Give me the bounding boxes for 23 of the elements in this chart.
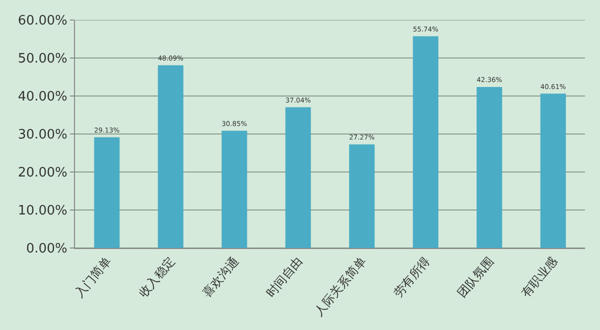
- y-tick-label: 0.00%: [26, 242, 68, 257]
- y-tick-label: 10.00%: [18, 204, 68, 219]
- bar: [412, 36, 438, 248]
- bar: [285, 107, 311, 248]
- bar: [349, 144, 375, 248]
- bar: [222, 130, 248, 248]
- x-tick-label: 团队氛围: [454, 254, 496, 300]
- x-tick-label: 收入稳定: [136, 254, 178, 300]
- y-tick-label: 30.00%: [18, 128, 68, 143]
- x-tick-label: 入门简单: [72, 254, 114, 300]
- bar: [476, 87, 502, 248]
- y-tick-label: 40.00%: [18, 90, 68, 105]
- x-tick-label: 人际关系简单: [312, 254, 369, 318]
- bar: [540, 94, 566, 248]
- y-tick-label: 50.00%: [18, 52, 68, 67]
- y-tick-label: 20.00%: [18, 166, 68, 181]
- y-tick-label: 60.00%: [18, 14, 68, 29]
- x-tick-label: 喜欢沟通: [200, 254, 242, 300]
- x-tick-label: 劳有所得: [390, 254, 433, 300]
- x-tick-label: 有职业感: [518, 254, 560, 300]
- x-tick-label: 时间自由: [263, 254, 306, 300]
- bar: [158, 65, 184, 248]
- bar: [94, 137, 120, 248]
